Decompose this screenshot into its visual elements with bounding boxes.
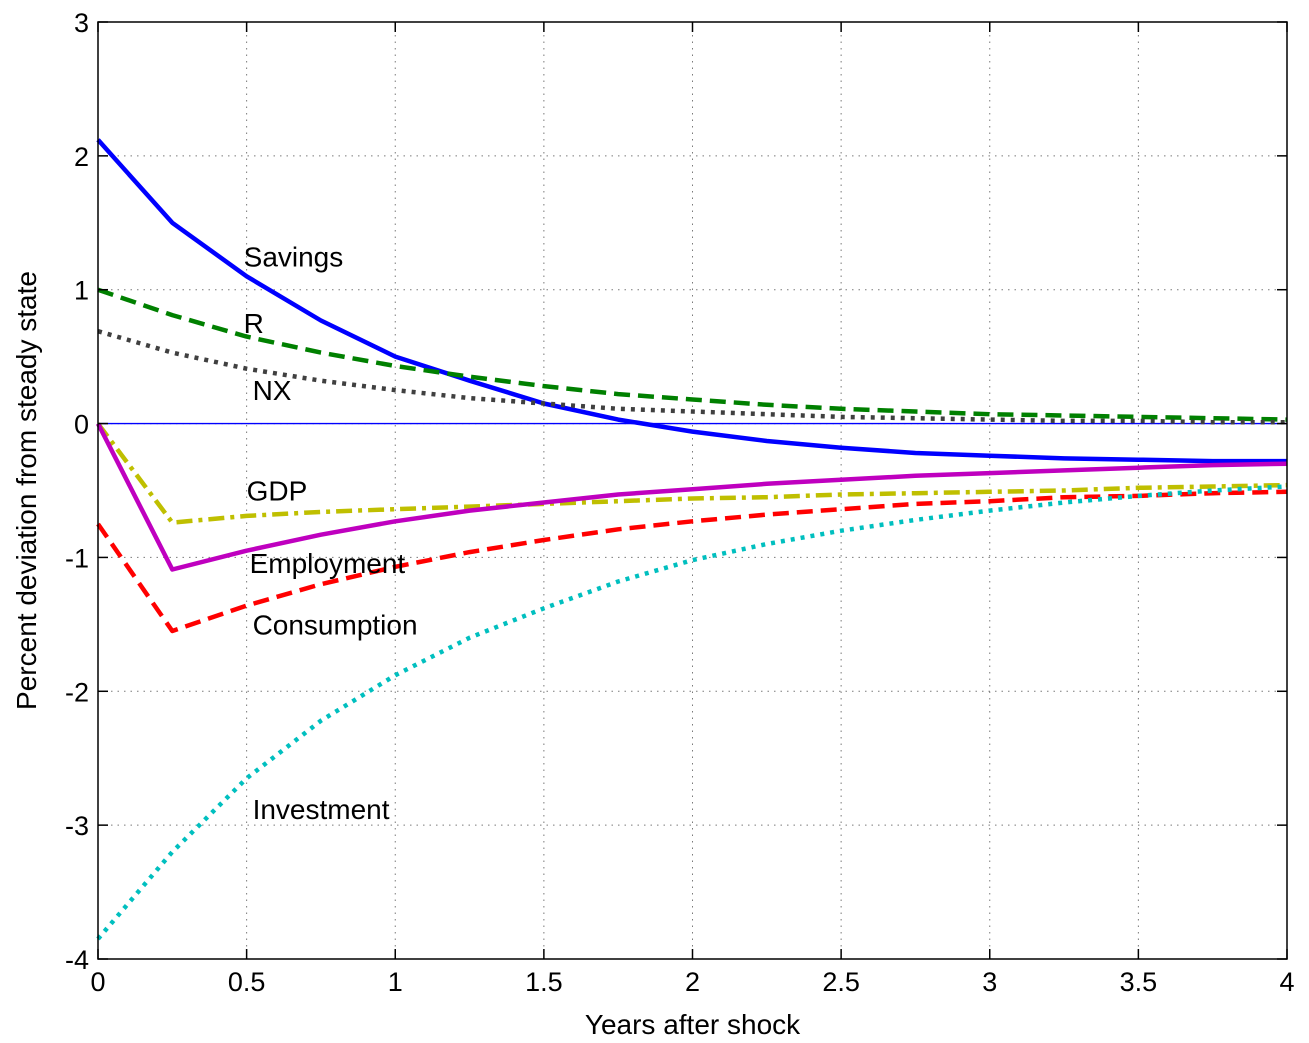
series-line-employment [95, 422, 1288, 572]
y-tick-label: -3 [65, 811, 89, 841]
x-tick-label: 2.5 [822, 967, 860, 997]
series-line-investment [96, 484, 1288, 941]
x-tick-label: 3.5 [1120, 967, 1158, 997]
y-tick-label: 0 [74, 410, 89, 440]
x-tick-label: 2 [685, 967, 700, 997]
series-annotation: Employment [250, 548, 406, 579]
y-tick-label: -2 [65, 677, 89, 707]
series-annotation: Consumption [253, 609, 418, 640]
y-tick-label: -1 [65, 543, 89, 573]
series-annotation: GDP [247, 476, 308, 507]
series-line-consumption [96, 489, 1288, 634]
x-tick-label: 1 [388, 967, 403, 997]
y-tick-label: 2 [74, 142, 89, 172]
series-annotation: Savings [244, 241, 344, 272]
series-layer [95, 138, 1288, 941]
series-line-r [97, 287, 1288, 422]
series-line-nx [97, 329, 1287, 425]
x-tick-label: 1.5 [525, 967, 563, 997]
x-tick-label: 0 [90, 967, 105, 997]
annotations: Savings R NX GDP Employment Consumption Invest… [244, 241, 418, 825]
x-tick-label: 3 [982, 967, 997, 997]
series-line-savings [96, 138, 1287, 464]
x-axis-title: Years after shock [585, 1009, 801, 1040]
series-annotation: R [244, 308, 264, 339]
y-tick-label: 3 [74, 8, 89, 38]
x-tick-label: 4 [1279, 967, 1294, 997]
ticks: 0 0.5 1 1.5 2 2.5 3 3.5 4 -4 -3 -2 -1 0 1 2 3 [65, 8, 1295, 997]
x-tick-label: 0.5 [228, 967, 266, 997]
series-annotation: Investment [253, 794, 390, 825]
y-tick-label: -4 [65, 945, 89, 975]
y-axis-title: Percent deviation from steady state [11, 271, 42, 710]
y-tick-label: 1 [74, 276, 89, 306]
series-line-gdp [96, 422, 1288, 525]
series-annotation: NX [253, 375, 292, 406]
